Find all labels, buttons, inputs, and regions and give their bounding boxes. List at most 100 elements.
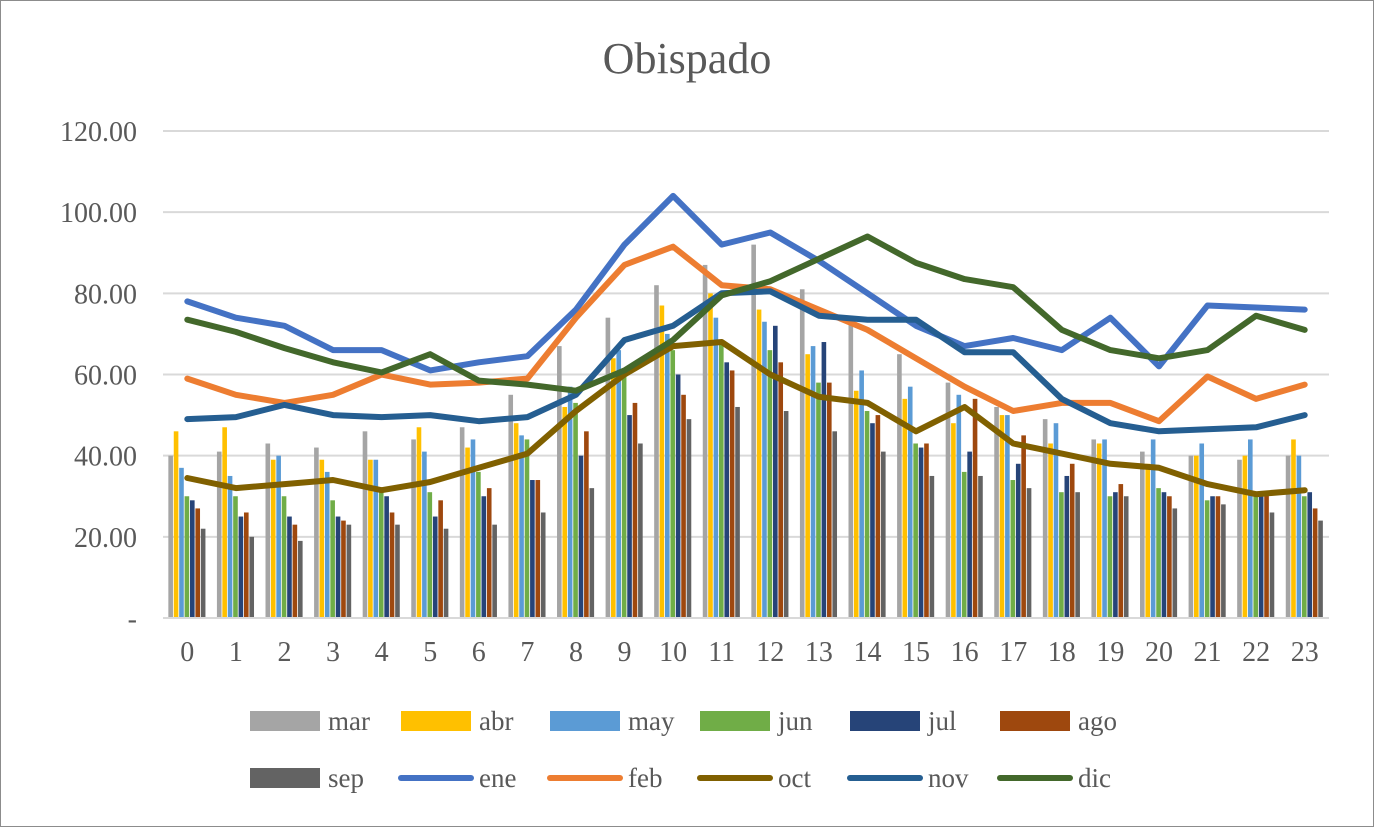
bar-jul (578, 455, 584, 618)
bar-abr (562, 406, 568, 618)
bar-ago (1312, 508, 1318, 618)
bar-jul (918, 447, 924, 618)
bar-abr (416, 427, 422, 618)
chart-title: Obispado (603, 34, 772, 83)
bar-jun (961, 471, 967, 618)
bar-jun (1010, 480, 1016, 618)
legend-label-nov: nov (928, 763, 969, 793)
bar-mar (265, 443, 271, 618)
bar-sep (589, 488, 595, 618)
bar-mar (362, 431, 368, 618)
bar-may (470, 439, 476, 618)
y-tick-label: 120.00 (60, 117, 137, 148)
y-axis-tick-labels: - 20.00 40.00 60.00 80.00 100.00 120.00 (60, 117, 137, 635)
bar-abr (1048, 443, 1053, 618)
bar-may (276, 455, 281, 618)
bar-sep (346, 524, 352, 618)
bar-mar (1237, 459, 1242, 618)
bar-series-may (179, 317, 1302, 618)
legend-item-nov: nov (847, 763, 969, 793)
x-tick-label: 2 (277, 637, 291, 668)
bar-ago (924, 443, 929, 618)
bar-ago (1069, 463, 1075, 618)
legend-swatch-ago (1000, 711, 1070, 731)
bar-mar (216, 451, 222, 618)
bar-abr (756, 309, 762, 618)
y-tick-label: 100.00 (60, 198, 137, 229)
bar-mar (168, 455, 173, 618)
x-tick-label: 6 (472, 637, 486, 668)
bar-jun (330, 500, 335, 618)
bar-jul (821, 342, 827, 618)
x-tick-label: 17 (999, 637, 1027, 668)
bar-jul (1307, 492, 1313, 618)
y-tick-label: - (128, 604, 137, 635)
x-tick-label: 9 (618, 637, 632, 668)
bar-mar (1042, 419, 1048, 618)
bar-abr (805, 354, 810, 618)
bar-abr (1194, 455, 1199, 618)
bar-may (859, 370, 864, 618)
bar-mar (411, 439, 416, 618)
bar-ago (1215, 496, 1221, 618)
bar-jun (621, 370, 627, 618)
bar-abr (1291, 439, 1296, 618)
bar-jul (335, 516, 341, 618)
bar-abr (319, 459, 325, 618)
bar-ago (681, 394, 686, 618)
bar-ago (632, 402, 638, 618)
bar-may (1296, 455, 1302, 618)
line-series-feb (184, 243, 1308, 425)
bar-ago (292, 524, 298, 618)
bar-may (1102, 439, 1107, 618)
legend-label-dic: dic (1078, 763, 1111, 793)
legend-item-sep: sep (250, 763, 364, 793)
legend-item-oct: oct (697, 763, 811, 793)
line-series-ene (184, 192, 1308, 374)
bar-jul (772, 325, 778, 618)
bar-ago (972, 398, 978, 618)
bar-abr (659, 305, 665, 618)
bar-series-sep (200, 406, 1323, 618)
legend: mar abr may jun jul ago sep ene feb oct nov dic (250, 706, 1117, 793)
bar-ago (1021, 435, 1026, 618)
bar-jun (864, 411, 870, 618)
bar-abr (173, 431, 179, 618)
bar-may (422, 451, 427, 618)
legend-label-ago: ago (1078, 706, 1117, 736)
bar-may (1053, 423, 1059, 618)
x-tick-label: 3 (326, 637, 340, 668)
legend-label-oct: oct (778, 763, 811, 793)
x-tick-label: 12 (756, 637, 784, 668)
bar-mar (1140, 451, 1145, 618)
bar-may (1005, 415, 1010, 618)
y-tick-label: 80.00 (74, 279, 137, 310)
bar-may (373, 459, 379, 618)
legend-label-ene: ene (479, 763, 516, 793)
x-tick-label: 5 (423, 637, 437, 668)
bar-jun (573, 402, 578, 618)
legend-label-may: may (628, 706, 675, 736)
bar-jul (627, 415, 632, 618)
bar-may (179, 467, 184, 618)
bar-jul (238, 516, 244, 618)
bar-abr (611, 358, 616, 618)
bar-mar (654, 285, 659, 618)
bar-sep (540, 512, 546, 618)
x-tick-label: 20 (1145, 637, 1173, 668)
bar-jul (1161, 492, 1167, 618)
x-tick-label: 21 (1194, 637, 1222, 668)
bar-sep (783, 411, 789, 618)
bar-sep (880, 451, 886, 618)
legend-swatch-sep (250, 768, 320, 788)
bar-may (1150, 439, 1156, 618)
x-axis-tick-labels: 0 1 2 3 4 5 6 7 8 9 10 11 12 13 14 15 16 17 18 19 20 21 22 23 (180, 637, 1318, 668)
y-tick-label: 40.00 (74, 442, 137, 473)
bar-jun (767, 350, 773, 618)
y-tick-label: 60.00 (74, 361, 137, 392)
bar-abr (1096, 443, 1102, 618)
bar-jul (870, 423, 875, 618)
bar-may (616, 350, 622, 618)
bar-mar (799, 289, 805, 618)
